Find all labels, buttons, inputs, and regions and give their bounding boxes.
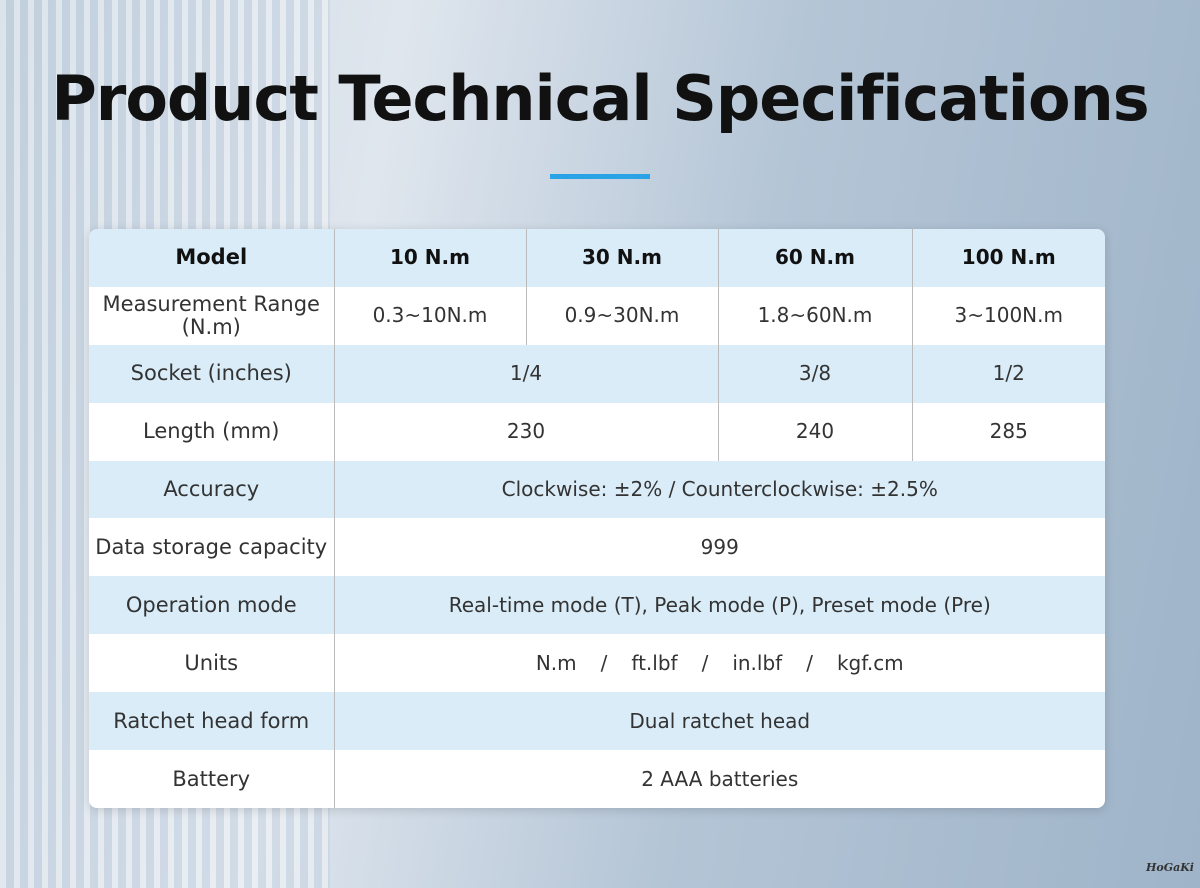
cell: 1.8~60N.m <box>717 286 912 345</box>
cell: 0.9~30N.m <box>525 286 718 345</box>
unit: ft.lbf <box>631 650 678 675</box>
cell: 3/8 <box>717 344 912 403</box>
row-label: Battery <box>89 750 334 808</box>
header-cell: 60 N.m <box>717 229 912 287</box>
unit: in.lbf <box>732 650 783 675</box>
header-row: Model 10 N.m 30 N.m 60 N.m 100 N.m <box>89 229 1105 287</box>
row-label: Operation mode <box>89 576 334 635</box>
header-cell: Model <box>89 229 334 287</box>
row: Accuracy Clockwise: ±2% / Counterclockwis… <box>89 460 1105 519</box>
header-cell: 100 N.m <box>911 229 1105 287</box>
unit: / <box>600 650 608 675</box>
cell: 240 <box>717 402 912 461</box>
row-label: Units <box>89 634 334 693</box>
row: Socket (inches) 1/4 3/8 1/2 <box>89 344 1105 403</box>
row: Battery 2 AAA batteries <box>89 750 1105 808</box>
row-label: Ratchet head form <box>89 692 334 751</box>
row: Units N.m / ft.lbf / in.lbf / kgf.cm <box>89 634 1105 693</box>
header-cell: 30 N.m <box>525 229 718 287</box>
header-cell: 10 N.m <box>333 229 526 287</box>
row: Ratchet head form Dual ratchet head <box>89 692 1105 751</box>
title: Product Technical Specifications <box>51 62 1149 135</box>
cell: Clockwise: ±2% / Counterclockwise: ±2.5% <box>333 460 1105 519</box>
cell: 230 <box>333 402 718 461</box>
unit: / <box>806 650 813 675</box>
logo: HoGaKi <box>1146 861 1194 874</box>
row-label: Socket (inches) <box>89 344 334 403</box>
unit: N.m <box>535 650 577 675</box>
row-label: Length (mm) <box>89 402 334 461</box>
cell: N.m / ft.lbf / in.lbf / kgf.cm <box>333 634 1105 693</box>
cell: Real-time mode (T), Peak mode (P), Prese… <box>333 576 1105 635</box>
cell: 999 <box>333 518 1105 577</box>
unit: / <box>701 650 709 675</box>
cell: 285 <box>911 402 1105 461</box>
spec-table: Model 10 N.m 30 N.m 60 N.m 100 N.m Measuremen… <box>89 229 1105 808</box>
title-underline <box>550 174 650 179</box>
row: Data storage capacity 999 <box>89 518 1105 577</box>
row: Measurement Range (N.m) 0.3~10N.m 0.9~30N.… <box>89 286 1105 345</box>
cell: 1/2 <box>911 344 1105 403</box>
unit: kgf.cm <box>836 650 904 675</box>
cell: 3~100N.m <box>911 286 1105 345</box>
row-label: Data storage capacity <box>89 518 334 577</box>
cell: 1/4 <box>333 344 718 403</box>
row: Length (mm) 230 240 285 <box>89 402 1105 461</box>
cell: Dual ratchet head <box>333 692 1105 751</box>
row-label: Accuracy <box>89 460 334 519</box>
row: Operation mode Real-time mode (T), Peak m… <box>89 576 1105 635</box>
cell: 2 AAA batteries <box>333 750 1105 808</box>
row-label: Measurement Range (N.m) <box>89 286 334 345</box>
cell: 0.3~10N.m <box>333 286 526 345</box>
